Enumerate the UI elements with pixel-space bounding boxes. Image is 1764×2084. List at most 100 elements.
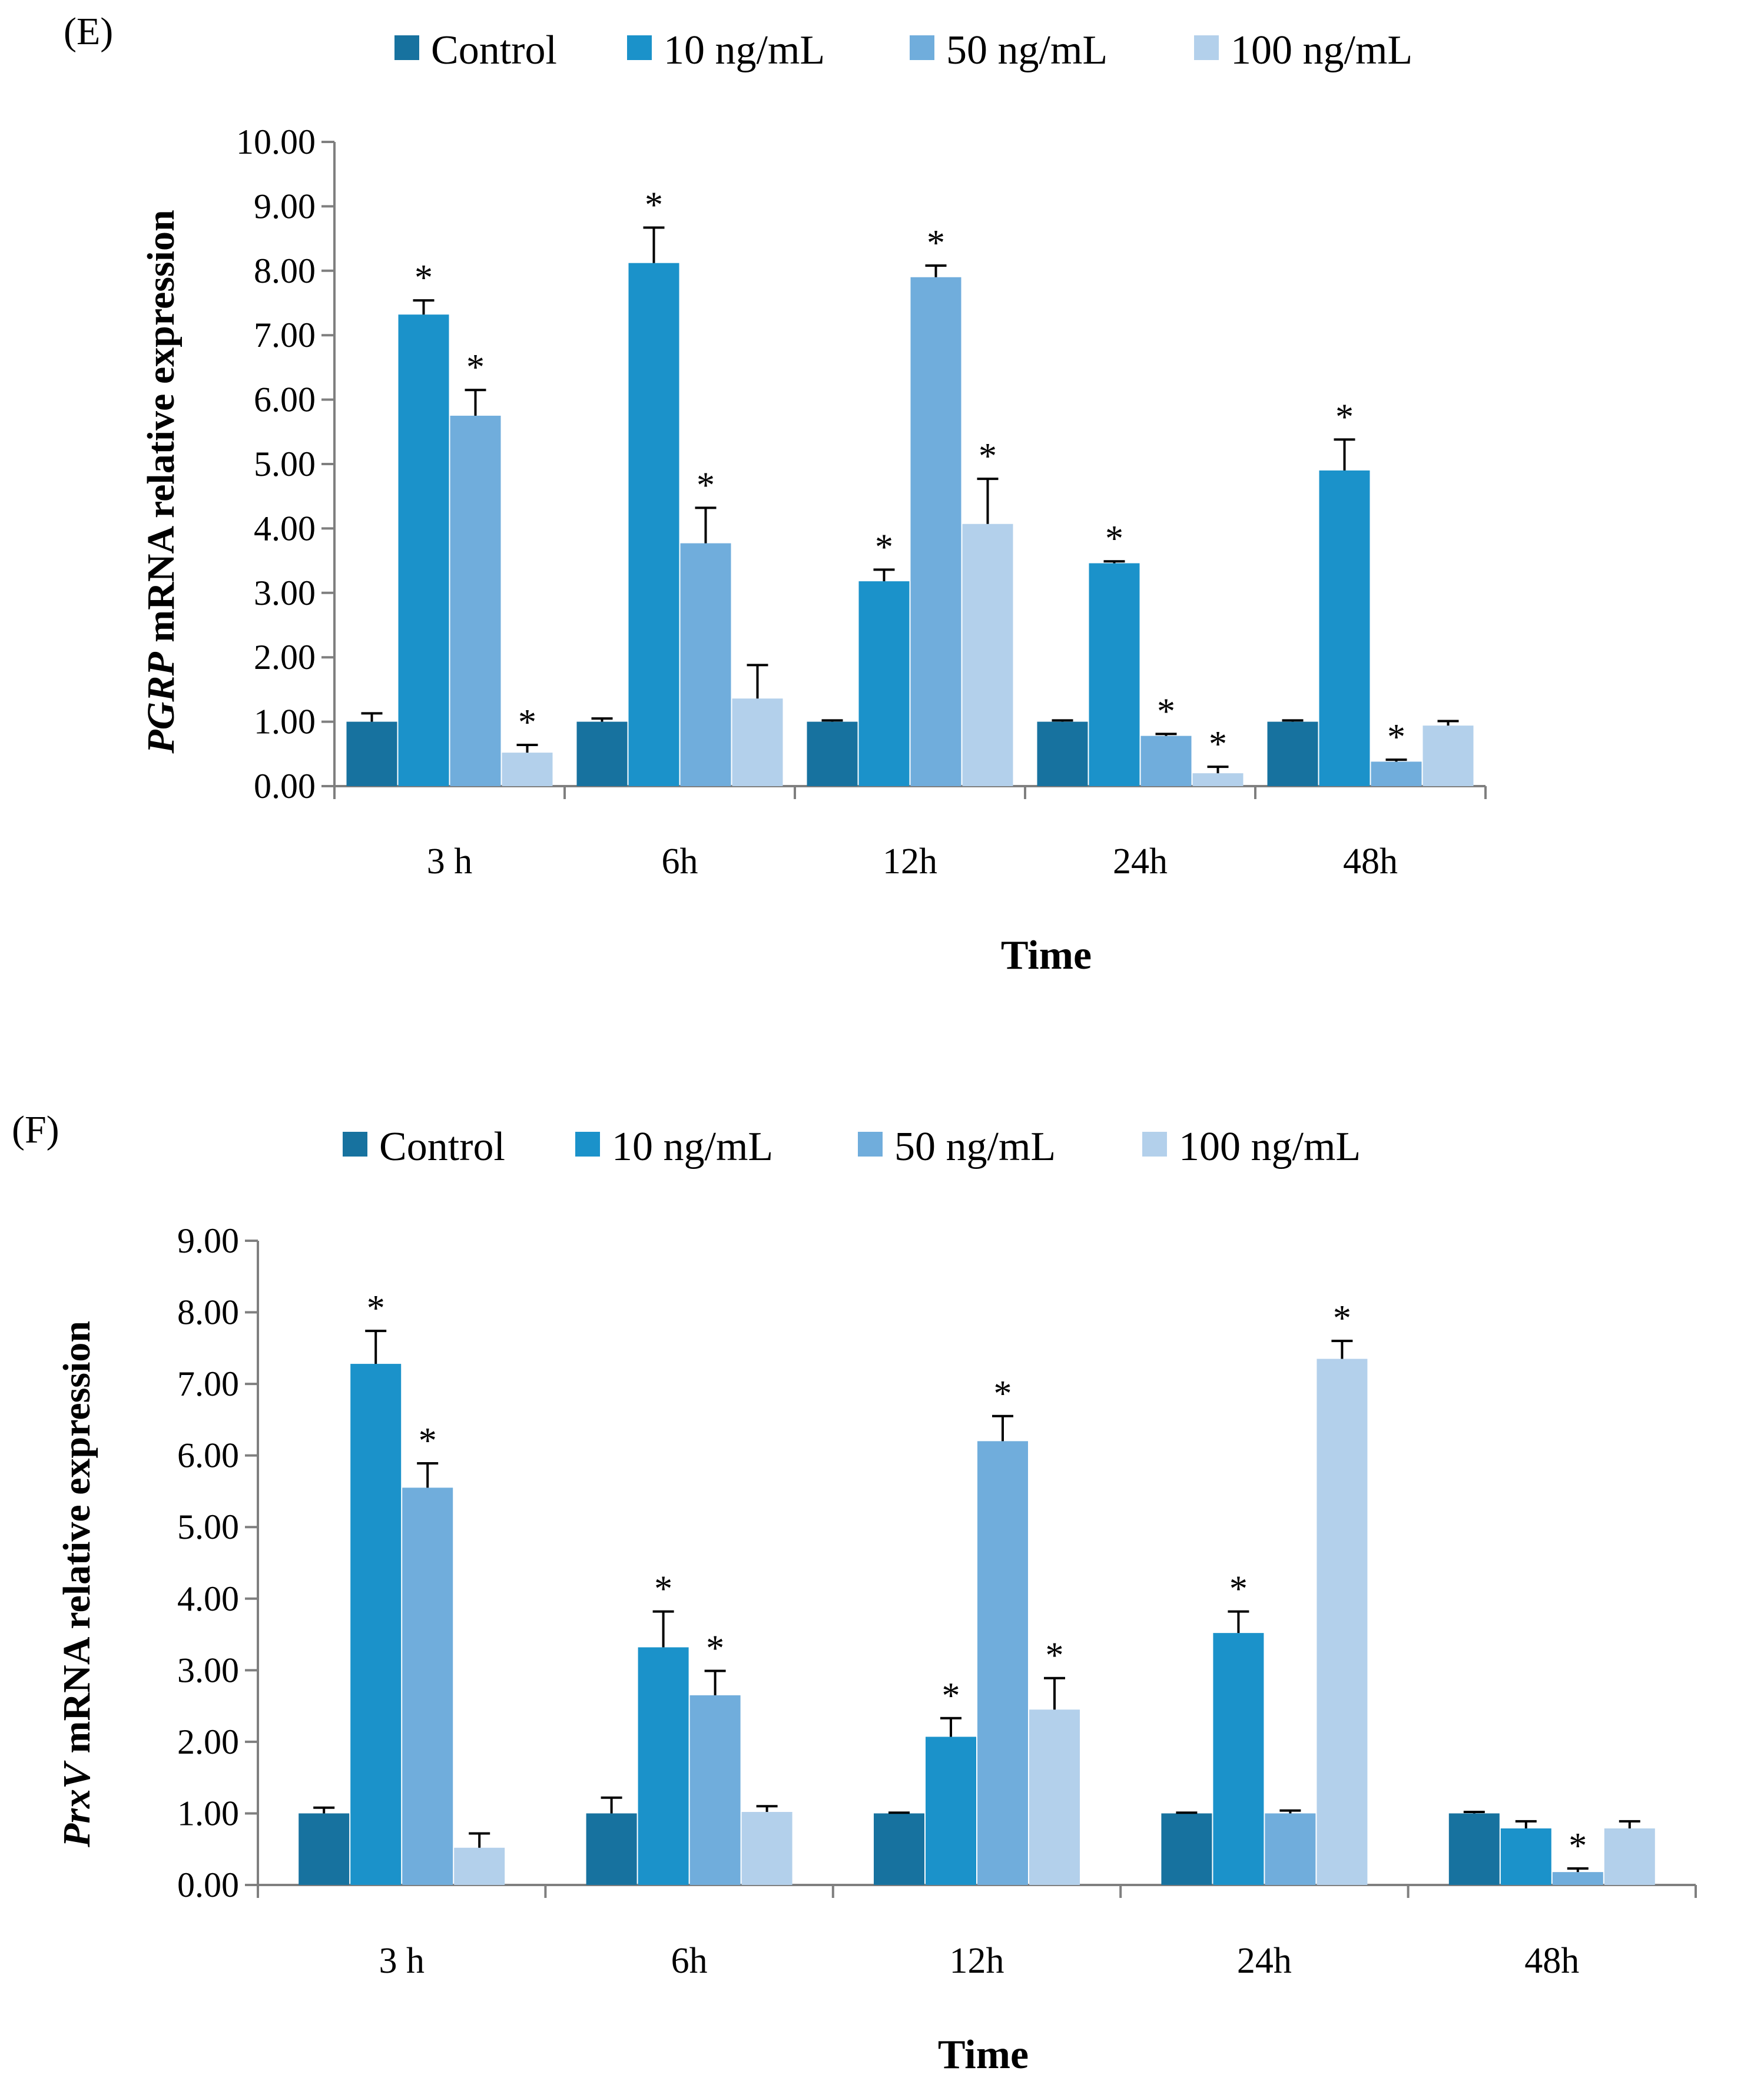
y-tick-label: 2.00 xyxy=(177,1722,239,1761)
legend-swatch-10ng xyxy=(627,35,652,60)
y-tick-label: 3.00 xyxy=(177,1651,239,1689)
legend: Control 10 ng/mL 50 ng/mL 100 ng/mL xyxy=(394,28,1412,73)
bar xyxy=(910,277,961,786)
chart-panel-e: (E) Control 10 ng/mL 50 ng/mL 100 ng/mL … xyxy=(64,10,1487,978)
bar xyxy=(732,698,783,786)
legend-label-control: Control xyxy=(379,1124,505,1169)
bar xyxy=(586,1813,637,1885)
y-tick-label: 3.00 xyxy=(254,574,316,612)
bar xyxy=(1213,1633,1264,1885)
x-axis-title: Time xyxy=(938,2032,1029,2078)
legend-label-50ng: 50 ng/mL xyxy=(894,1124,1056,1169)
significance-marker: * xyxy=(1387,717,1405,757)
bar xyxy=(402,1487,453,1885)
significance-marker: * xyxy=(645,185,663,226)
bar xyxy=(450,415,501,786)
bar xyxy=(454,1847,505,1885)
bar xyxy=(1371,761,1422,786)
y-axis-title-gene: PGRP xyxy=(140,652,183,754)
x-category-label: 3 h xyxy=(427,841,473,882)
y-tick-label: 8.00 xyxy=(254,251,316,290)
bar xyxy=(576,721,628,786)
panel-label: (E) xyxy=(64,10,113,53)
bar xyxy=(1552,1872,1603,1885)
bar xyxy=(1500,1828,1551,1885)
bar xyxy=(628,263,679,786)
bar xyxy=(807,721,858,786)
legend-swatch-control xyxy=(343,1132,367,1157)
x-category-label: 6h xyxy=(662,841,698,882)
x-category-label: 12h xyxy=(883,841,937,882)
significance-marker: * xyxy=(518,703,536,743)
significance-marker: * xyxy=(419,1421,437,1461)
bar xyxy=(977,1441,1028,1885)
bar xyxy=(1089,563,1140,786)
significance-marker: * xyxy=(1157,691,1175,731)
y-tick-label: 9.00 xyxy=(177,1221,239,1260)
y-axis-title-gene: PrxV xyxy=(55,1760,98,1848)
legend-label-100ng: 100 ng/mL xyxy=(1231,28,1412,73)
bar xyxy=(926,1737,976,1885)
bar xyxy=(502,753,553,786)
x-category-label: 6h xyxy=(671,1941,708,1981)
legend-label-100ng: 100 ng/mL xyxy=(1179,1124,1361,1169)
y-axis-title: PGRP mRNA relative expression xyxy=(140,210,183,754)
significance-marker: * xyxy=(706,1629,724,1669)
legend-swatch-50ng xyxy=(858,1132,883,1157)
legend: Control 10 ng/mL 50 ng/mL 100 ng/mL xyxy=(343,1124,1361,1169)
significance-marker: * xyxy=(1569,1826,1587,1866)
significance-marker: * xyxy=(1105,519,1123,559)
legend-swatch-100ng xyxy=(1194,35,1219,60)
legend-label-50ng: 50 ng/mL xyxy=(946,28,1108,73)
plot-area: 0.00 1.00 2.00 3.00 4.00 5.00 6.00 7.00 8.00 9.00… xyxy=(236,122,1487,882)
y-tick-label: 0.00 xyxy=(254,767,316,806)
bar xyxy=(350,1364,402,1885)
bar xyxy=(638,1647,689,1885)
legend-swatch-50ng xyxy=(910,35,934,60)
y-axis-title-rest: mRNA relative expression xyxy=(55,1321,98,1763)
y-tick-label: 6.00 xyxy=(177,1436,239,1475)
bar xyxy=(1037,721,1088,786)
x-category-label: 48h xyxy=(1343,841,1398,882)
bar xyxy=(1029,1709,1080,1885)
y-tick-label: 8.00 xyxy=(177,1293,239,1332)
y-tick-label: 5.00 xyxy=(254,445,316,483)
significance-marker: * xyxy=(1229,1569,1248,1609)
significance-marker: * xyxy=(994,1374,1012,1414)
bar xyxy=(858,581,910,786)
bar xyxy=(1140,735,1192,786)
significance-marker: * xyxy=(1333,1298,1351,1338)
y-axis-title-rest: mRNA relative expression xyxy=(140,210,183,652)
bar xyxy=(346,721,397,786)
y-tick-label: 4.00 xyxy=(254,509,316,548)
bar xyxy=(1265,1813,1316,1885)
bar xyxy=(1448,1813,1500,1885)
y-tick-label: 7.00 xyxy=(254,316,316,354)
significance-marker: * xyxy=(927,223,945,263)
bar xyxy=(1423,725,1474,786)
bar xyxy=(741,1812,793,1885)
significance-marker: * xyxy=(367,1288,385,1328)
significance-marker: * xyxy=(875,527,893,567)
y-axis-title: PrxV mRNA relative expression xyxy=(55,1321,98,1848)
y-tick-label: 6.00 xyxy=(254,380,316,419)
bar xyxy=(1317,1359,1368,1885)
y-tick-label: 1.00 xyxy=(177,1794,239,1833)
plot-area: 0.00 1.00 2.00 3.00 4.00 5.00 6.00 7.00 8.00 9.00… xyxy=(177,1221,1697,1981)
legend-swatch-10ng xyxy=(575,1132,600,1157)
bar xyxy=(962,524,1013,786)
bar xyxy=(1192,773,1244,786)
y-tick-label: 7.00 xyxy=(177,1364,239,1403)
x-axis-title: Time xyxy=(1001,933,1092,978)
bar xyxy=(689,1695,741,1885)
x-category-label: 12h xyxy=(950,1941,1004,1981)
bar xyxy=(874,1813,924,1885)
bar xyxy=(299,1813,350,1885)
legend-label-10ng: 10 ng/mL xyxy=(664,28,825,73)
y-tick-label: 9.00 xyxy=(254,187,316,226)
legend-label-10ng: 10 ng/mL xyxy=(612,1124,773,1169)
significance-marker: * xyxy=(1209,724,1227,764)
legend-label-control: Control xyxy=(431,28,557,73)
panel-label: (F) xyxy=(12,1108,59,1151)
